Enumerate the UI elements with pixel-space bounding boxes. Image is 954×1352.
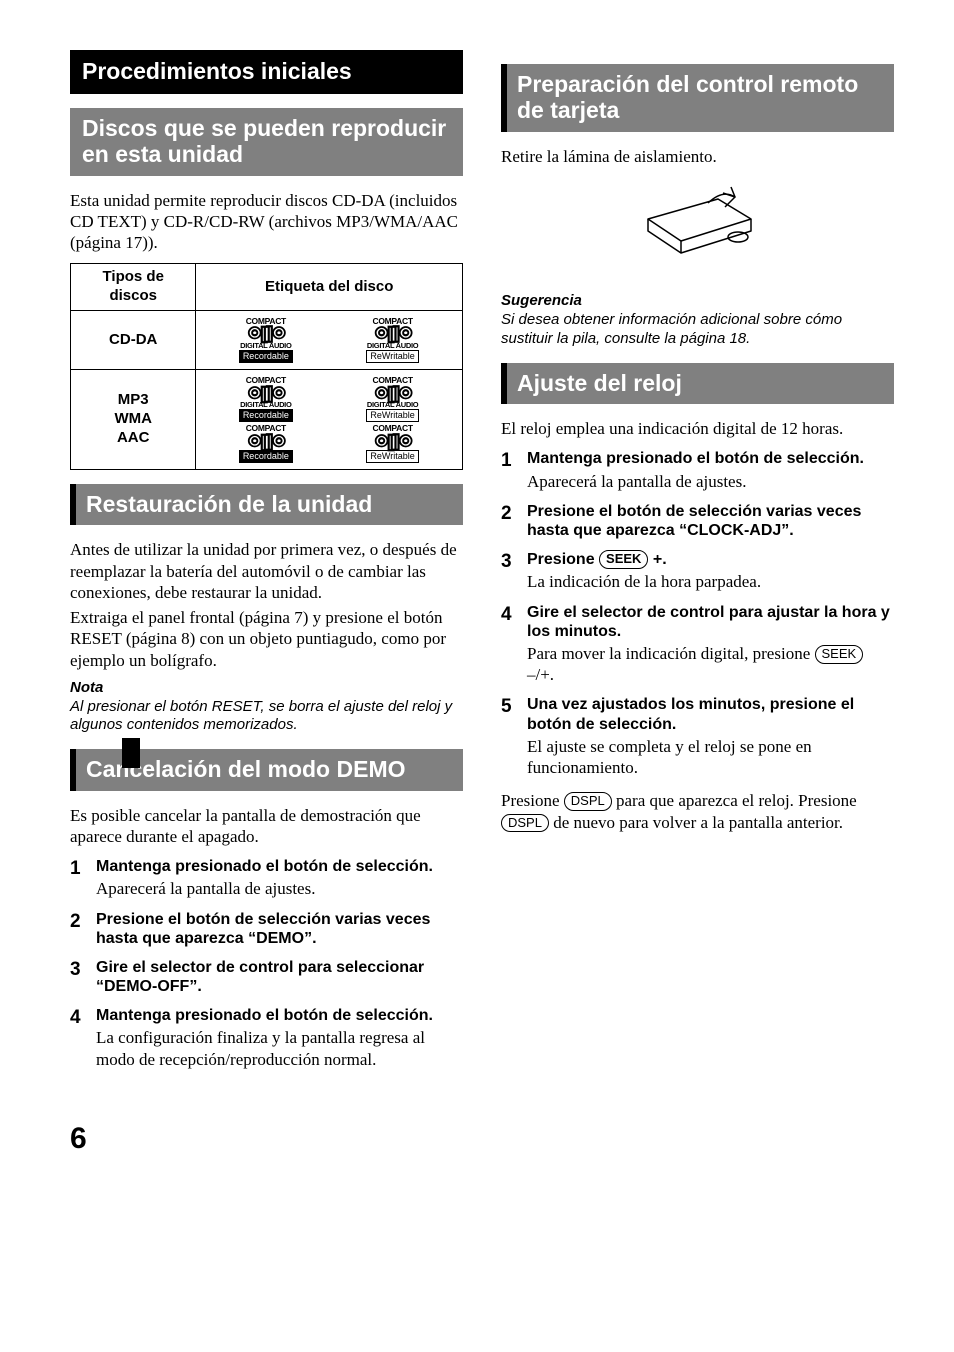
- step-number: 3: [501, 550, 527, 592]
- row1-logos: COMPACT ⦾⟦⟧⦾ DIGITAL AUDIO Recordable CO…: [196, 310, 463, 369]
- tip-title: Sugerencia: [501, 292, 894, 311]
- list-item: 5 Una vez ajustados los minutos, presion…: [501, 695, 894, 778]
- step-title: Mantenga presionado el botón de selecció…: [96, 857, 463, 876]
- section-heading-discs: Discos que se pueden reproducir en esta …: [70, 108, 463, 176]
- row1-type: CD-DA: [71, 310, 196, 369]
- step-title: Una vez ajustados los minutos, presione …: [527, 695, 894, 733]
- step-title-post: +.: [648, 551, 666, 568]
- side-tab: [122, 738, 140, 768]
- step-title: Presione SEEK +.: [527, 550, 894, 569]
- step-number: 4: [501, 603, 527, 686]
- step-desc: Aparecerá la pantalla de ajustes.: [527, 471, 894, 492]
- step-desc: La configuración finaliza y la pantalla …: [96, 1027, 463, 1070]
- step-title: Gire el selector de control para ajustar…: [527, 603, 894, 641]
- row2-type: MP3 WMA AAC: [71, 370, 196, 470]
- note-title: Nota: [70, 679, 463, 698]
- step-title: Presione el botón de selección varias ve…: [96, 910, 463, 948]
- step-title-pre: Presione: [527, 551, 599, 568]
- step-desc: La indicación de la hora parpadea.: [527, 571, 894, 592]
- remote-p1: Retire la lámina de aislamiento.: [501, 146, 894, 167]
- step-title: Gire el selector de control para selecci…: [96, 958, 463, 996]
- cd-logo-icon: COMPACT ⦾⟦⟧⦾ DIGITAL AUDIO ReWritable: [353, 376, 433, 422]
- step-number: 2: [70, 910, 96, 948]
- note-body: Al presionar el botón RESET, se borra el…: [70, 698, 463, 736]
- step-desc: Para mover la indicación digital, presio…: [527, 643, 894, 686]
- outro-mid: para que aparezca el reloj. Presione: [612, 791, 857, 810]
- cd-logo-icon: COMPACT ⦾⟦⟧⦾ DIGITAL AUDIO ReWritable: [353, 317, 433, 363]
- step-title: Mantenga presionado el botón de selecció…: [96, 1006, 463, 1025]
- cd-logo-icon: COMPACT ⦾⟦⟧⦾ ReWritable: [353, 424, 433, 463]
- disc-table: Tipos de discos Etiqueta del disco CD-DA…: [70, 263, 463, 470]
- cd-logo-icon: COMPACT ⦾⟦⟧⦾ Recordable: [226, 424, 306, 463]
- section-heading-remote: Preparación del control remoto de tarjet…: [501, 64, 894, 132]
- col-header-label: Etiqueta del disco: [196, 264, 463, 311]
- remote-illustration: [501, 179, 894, 274]
- list-item: 1 Mantenga presionado el botón de selecc…: [501, 449, 894, 491]
- step-number: 3: [70, 958, 96, 996]
- demo-steps: 1 Mantenga presionado el botón de selecc…: [70, 857, 463, 1070]
- left-column: Procedimientos iniciales Discos que se p…: [70, 50, 463, 1080]
- cd-logo-icon: COMPACT ⦾⟦⟧⦾ DIGITAL AUDIO Recordable: [226, 317, 306, 363]
- list-item: 3 Gire el selector de control para selec…: [70, 958, 463, 996]
- section-heading-clock: Ajuste del reloj: [501, 363, 894, 404]
- table-row: MP3 WMA AAC COMPACT ⦾⟦⟧⦾ DIGITAL AUDIO R…: [71, 370, 463, 470]
- list-item: 4 Mantenga presionado el botón de selecc…: [70, 1006, 463, 1070]
- demo-intro: Es posible cancelar la pantalla de demos…: [70, 805, 463, 848]
- clock-outro: Presione DSPL para que aparezca el reloj…: [501, 790, 894, 833]
- cd-logo-icon: COMPACT ⦾⟦⟧⦾ DIGITAL AUDIO Recordable: [226, 376, 306, 422]
- page-number: 6: [70, 1120, 894, 1158]
- outro-post: de nuevo para volver a la pantalla anter…: [549, 813, 843, 832]
- right-column: Preparación del control remoto de tarjet…: [501, 50, 894, 1080]
- seek-button-label: SEEK: [599, 550, 648, 569]
- step-title: Mantenga presionado el botón de selecció…: [527, 449, 894, 468]
- tip-body: Si desea obtener información adicional s…: [501, 311, 894, 349]
- dspl-button-label: DSPL: [564, 792, 612, 811]
- step-number: 5: [501, 695, 527, 778]
- step-number: 1: [70, 857, 96, 899]
- chapter-heading: Procedimientos iniciales: [70, 50, 463, 94]
- list-item: 4 Gire el selector de control para ajust…: [501, 603, 894, 686]
- step-desc: Aparecerá la pantalla de ajustes.: [96, 878, 463, 899]
- col-header-type: Tipos de discos: [71, 264, 196, 311]
- row2-logos: COMPACT ⦾⟦⟧⦾ DIGITAL AUDIO Recordable CO…: [196, 370, 463, 470]
- step-title: Presione el botón de selección varias ve…: [527, 502, 894, 540]
- discs-intro: Esta unidad permite reproducir discos CD…: [70, 190, 463, 254]
- seek-button-label: SEEK: [815, 645, 864, 664]
- clock-intro: El reloj emplea una indicación digital d…: [501, 418, 894, 439]
- reset-p1: Antes de utilizar la unidad por primera …: [70, 539, 463, 603]
- reset-p2: Extraiga el panel frontal (página 7) y p…: [70, 607, 463, 671]
- step-desc: El ajuste se completa y el reloj se pone…: [527, 736, 894, 779]
- page: Procedimientos iniciales Discos que se p…: [70, 50, 894, 1157]
- table-header-row: Tipos de discos Etiqueta del disco: [71, 264, 463, 311]
- clock-steps: 1 Mantenga presionado el botón de selecc…: [501, 449, 894, 778]
- step-desc-pre: Para mover la indicación digital, presio…: [527, 644, 815, 663]
- list-item: 1 Mantenga presionado el botón de selecc…: [70, 857, 463, 899]
- step-desc-post: –/+.: [527, 665, 554, 684]
- step-number: 4: [70, 1006, 96, 1070]
- list-item: 2 Presione el botón de selección varias …: [70, 910, 463, 948]
- two-column-layout: Procedimientos iniciales Discos que se p…: [70, 50, 894, 1080]
- list-item: 3 Presione SEEK +. La indicación de la h…: [501, 550, 894, 592]
- list-item: 2 Presione el botón de selección varias …: [501, 502, 894, 540]
- table-row: CD-DA COMPACT ⦾⟦⟧⦾ DIGITAL AUDIO Recorda…: [71, 310, 463, 369]
- step-number: 2: [501, 502, 527, 540]
- dspl-button-label: DSPL: [501, 814, 549, 833]
- step-number: 1: [501, 449, 527, 491]
- outro-pre: Presione: [501, 791, 564, 810]
- section-heading-reset: Restauración de la unidad: [70, 484, 463, 525]
